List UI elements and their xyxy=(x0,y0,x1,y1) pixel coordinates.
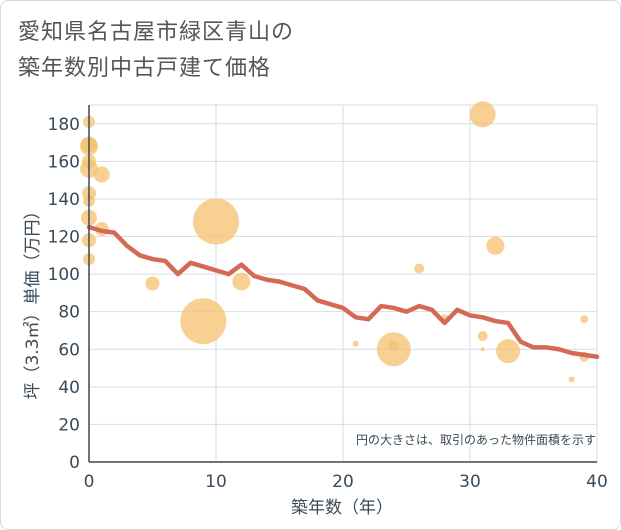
axes xyxy=(88,105,597,463)
bubble-point xyxy=(193,198,239,245)
y-tick-label: 140 xyxy=(48,190,80,210)
bubble-point xyxy=(580,315,589,324)
bubble-point xyxy=(180,298,227,345)
bubble-point xyxy=(496,339,521,364)
bubble-point xyxy=(388,340,399,351)
y-tick-label: 100 xyxy=(48,265,80,285)
bubble-point xyxy=(480,347,485,352)
bubble-point xyxy=(477,331,488,342)
y-tick-label: 20 xyxy=(58,415,80,435)
y-tick-label: 160 xyxy=(48,152,80,172)
trend-line xyxy=(86,224,600,360)
y-tick-label: 120 xyxy=(48,228,80,248)
x-axis-label: 築年数（年） xyxy=(291,498,393,518)
bubble-point xyxy=(414,263,425,274)
x-tick-label: 10 xyxy=(205,472,227,492)
bubble-point xyxy=(568,376,575,383)
bubble-point xyxy=(352,340,359,347)
chart-title-line-2: 築年数別中古戸建て価格 xyxy=(18,56,272,81)
y-tick-label: 60 xyxy=(58,340,80,360)
bubble-point xyxy=(93,166,110,183)
y-tick-label: 0 xyxy=(69,453,80,473)
y-tick-label: 180 xyxy=(48,115,80,135)
x-tick-label: 0 xyxy=(84,472,95,492)
bubble-point xyxy=(486,236,505,255)
bubble-point xyxy=(232,272,251,291)
x-tick-label: 20 xyxy=(332,472,354,492)
bubble-series xyxy=(80,101,590,383)
y-tick-label: 80 xyxy=(58,303,80,323)
x-tick-label: 30 xyxy=(459,472,481,492)
bubble-point xyxy=(469,101,496,128)
y-tick-label: 40 xyxy=(58,378,80,398)
y-tick-labels: 0 20 40 60 80 100 120 140 160 180 xyxy=(48,115,80,473)
x-tick-label: 40 xyxy=(586,472,608,492)
bubble-size-note: 円の大きさは、取引のあった物件面積を示す xyxy=(356,432,596,447)
grid-lines xyxy=(88,104,598,462)
trend-line-series xyxy=(86,224,600,360)
x-tick-labels: 0 10 20 30 40 xyxy=(84,472,608,492)
chart-title: 愛知県名古屋市緑区青山の 築年数別中古戸建て価格 xyxy=(18,15,294,87)
bubble-point xyxy=(145,276,160,291)
y-axis-label: 坪（3.3㎡）単価（万円） xyxy=(23,202,43,399)
chart-title-line-1: 愛知県名古屋市緑区青山の xyxy=(18,20,295,45)
